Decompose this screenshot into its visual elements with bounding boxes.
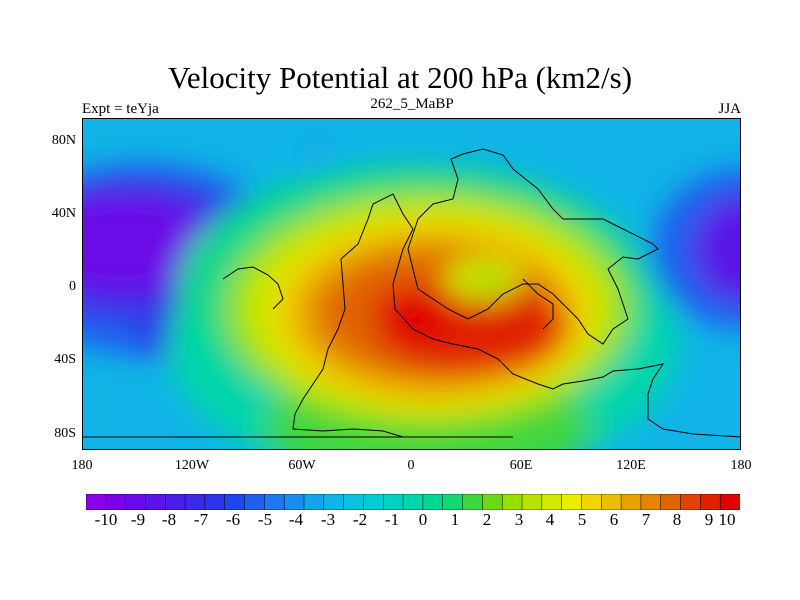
colorbar-label: 4 (545, 510, 555, 529)
colorbar-label: 10 (718, 510, 736, 529)
lon-tick: 180 (71, 458, 93, 473)
colorbar-swatch (581, 494, 602, 510)
colorbar-swatch (442, 494, 464, 510)
colorbar-label: -7 (193, 510, 209, 529)
colorbar-swatch (204, 494, 226, 510)
colorbar-label: 3 (514, 510, 524, 529)
colorbar-label: -8 (161, 510, 177, 529)
colorbar-swatch (601, 494, 622, 510)
colorbar-swatch (184, 494, 206, 510)
velocity-potential-map (82, 118, 741, 450)
colorbar-label: -1 (384, 510, 400, 529)
colorbar-label: 2 (482, 510, 492, 529)
colorbar-label: -10 (94, 510, 118, 529)
colorbar-swatch (283, 494, 305, 510)
colorbar-swatch (680, 494, 701, 510)
colorbar-swatch (660, 494, 682, 510)
colorbar-swatch (363, 494, 384, 510)
colorbar-swatch (561, 494, 583, 510)
colorbar-swatch (541, 494, 563, 510)
season-label: JJA (718, 101, 741, 117)
experiment-label: Expt = teYja (82, 101, 159, 117)
colorbar-swatch (700, 494, 721, 510)
colorbar-swatch (224, 494, 246, 510)
colorbar-label: 6 (609, 510, 619, 529)
colorbar-label: -3 (320, 510, 336, 529)
colorbar-swatch (105, 494, 127, 510)
colorbar-label: -6 (225, 510, 241, 529)
lat-tick: 0 (69, 279, 76, 294)
colorbar-swatch (521, 494, 543, 510)
colorbar-swatch (383, 494, 404, 510)
lat-tick: 80N (51, 133, 76, 148)
colorbar (86, 494, 740, 510)
lon-tick: 60W (288, 458, 316, 473)
colorbar-label: -2 (352, 510, 368, 529)
colorbar-label: -4 (288, 510, 304, 529)
lon-tick: 180 (730, 458, 752, 473)
colorbar-swatch (145, 494, 166, 510)
lat-tick: 40S (54, 352, 76, 367)
colorbar-swatch (422, 494, 444, 510)
colorbar-swatch (482, 494, 503, 510)
colorbar-label: 9 (704, 510, 714, 529)
lat-tick: 80S (54, 426, 76, 441)
colorbar-swatch (125, 494, 147, 510)
colorbar-label: 0 (418, 510, 428, 529)
colorbar-label: 8 (672, 510, 682, 529)
colorbar-swatch (244, 494, 265, 510)
colorbar-label: 7 (641, 510, 651, 529)
colorbar-swatch (343, 494, 365, 510)
plot-subtitle: 262_5_MaBP (370, 96, 454, 112)
plot-title: Velocity Potential at 200 hPa (km2/s) (167, 60, 633, 95)
colorbar-swatch (264, 494, 285, 510)
map-field (83, 119, 740, 449)
colorbar-label: 1 (450, 510, 460, 529)
lon-tick: 120E (616, 458, 646, 473)
lon-tick: 0 (407, 458, 415, 473)
lat-tick: 40N (51, 206, 76, 221)
colorbar-swatch (719, 494, 740, 510)
colorbar-swatch (165, 494, 186, 510)
colorbar-label: -9 (130, 510, 146, 529)
colorbar-swatch (402, 494, 424, 510)
colorbar-swatch (462, 494, 483, 510)
lon-tick: 120W (174, 458, 210, 473)
colorbar-label: -5 (257, 510, 273, 529)
lon-tick: 60E (509, 458, 533, 473)
colorbar-swatch (86, 494, 107, 510)
colorbar-swatch (640, 494, 662, 510)
colorbar-swatch (620, 494, 642, 510)
colorbar-swatch (323, 494, 345, 510)
colorbar-label: 5 (577, 510, 587, 529)
colorbar-swatch (501, 494, 523, 510)
colorbar-swatch (303, 494, 325, 510)
